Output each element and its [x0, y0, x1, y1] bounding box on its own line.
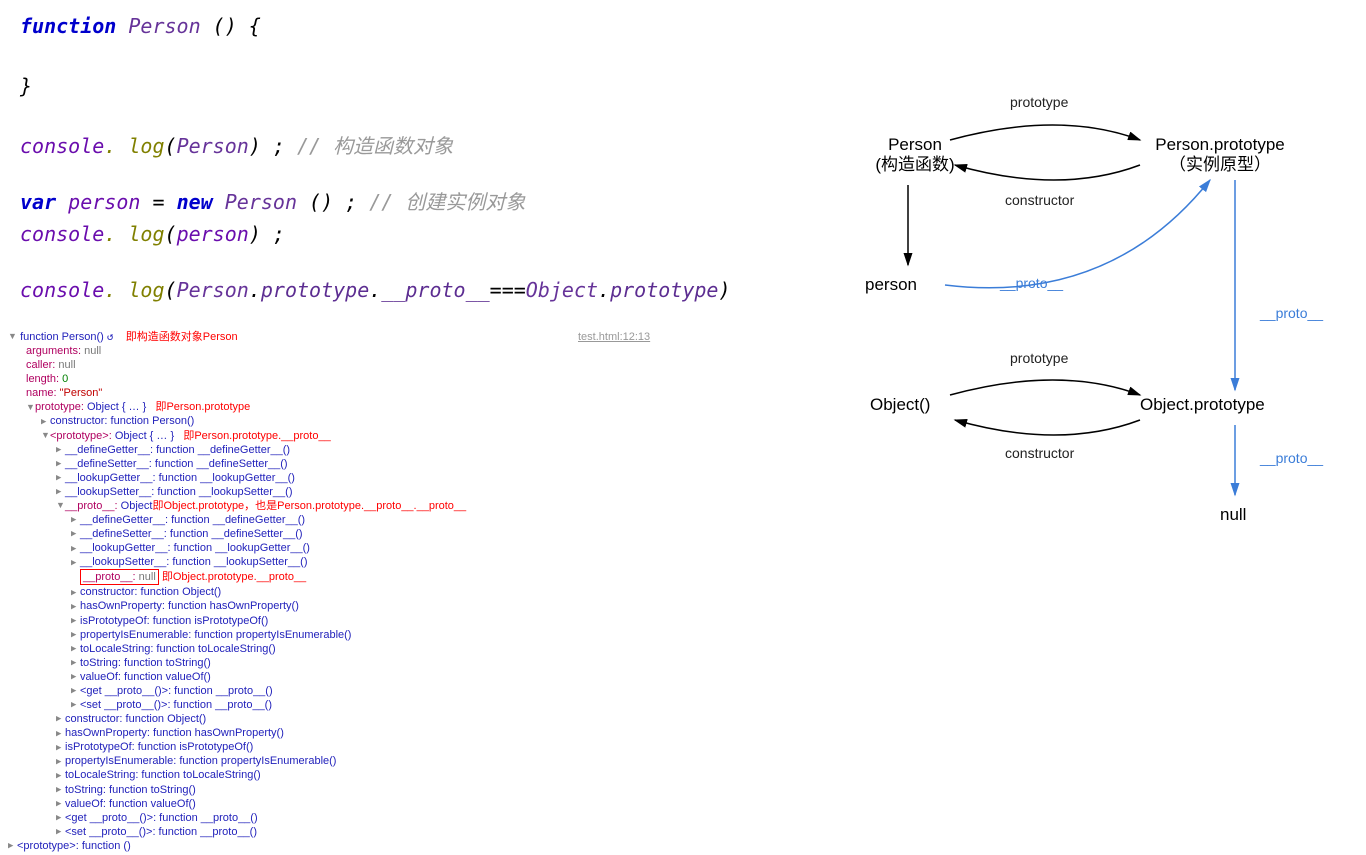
expand-icon[interactable]: ▼ [56, 500, 65, 512]
highlighted-row: __proto__: null [80, 569, 159, 585]
expand-icon[interactable]: ▼ [41, 430, 50, 442]
annotation: 即Person.prototype [155, 401, 250, 413]
annotation: 即Object.prototype.__proto__ [162, 571, 306, 583]
class-name: Person [128, 14, 200, 38]
code-line-3: console. log(Person) ; // 构造函数对象 [20, 130, 820, 162]
node-person-instance: person [865, 275, 917, 295]
edge-proto: __proto__ [1260, 305, 1323, 321]
annotation: 即Object.prototype，也是Person.prototype.__p… [152, 500, 466, 512]
code-line-6: console. log(Person.prototype.__proto__=… [20, 274, 820, 306]
collapse-icon[interactable]: ▶ [41, 416, 50, 428]
code-text: () { [213, 14, 261, 38]
console-row[interactable]: ▼ function Person() ↺ 即构造函数对象Person test… [8, 330, 708, 344]
expand-icon[interactable]: ▼ [8, 331, 17, 343]
node-object-fn: Object() [870, 395, 930, 415]
code-line-2: } [20, 70, 820, 102]
node-person-ctor: Person(构造函数) [860, 135, 970, 176]
edge-proto: __proto__ [1000, 275, 1063, 291]
keyword-function: function [20, 14, 116, 38]
node-null: null [1220, 505, 1246, 525]
annotation: 即Person.prototype.__proto__ [183, 430, 330, 442]
comment: // 构造函数对象 [297, 134, 453, 158]
edge-constructor: constructor [1005, 192, 1074, 208]
node-object-prototype: Object.prototype [1140, 395, 1265, 415]
prototype-diagram: Person(构造函数) Person.prototype（实例原型） pers… [840, 80, 1350, 560]
comment: // 创建实例对象 [369, 190, 525, 214]
code-block: function Person () { } console. log(Pers… [20, 10, 820, 306]
edge-constructor: constructor [1005, 445, 1074, 461]
code-line-1: function Person () { [20, 10, 820, 42]
code-line-5: console. log(person) ; [20, 218, 820, 250]
code-line-4: var person = new Person () ; // 创建实例对象 [20, 186, 820, 218]
console-output: ▼ function Person() ↺ 即构造函数对象Person test… [8, 330, 708, 853]
annotation: 即构造函数对象Person [126, 331, 238, 343]
node-person-prototype: Person.prototype（实例原型） [1130, 135, 1310, 176]
source-link[interactable]: test.html:12:13 [578, 330, 650, 344]
edge-proto: __proto__ [1260, 450, 1323, 466]
edge-prototype: prototype [1010, 350, 1068, 366]
edge-prototype: prototype [1010, 94, 1068, 110]
expand-icon[interactable]: ▼ [26, 402, 35, 414]
